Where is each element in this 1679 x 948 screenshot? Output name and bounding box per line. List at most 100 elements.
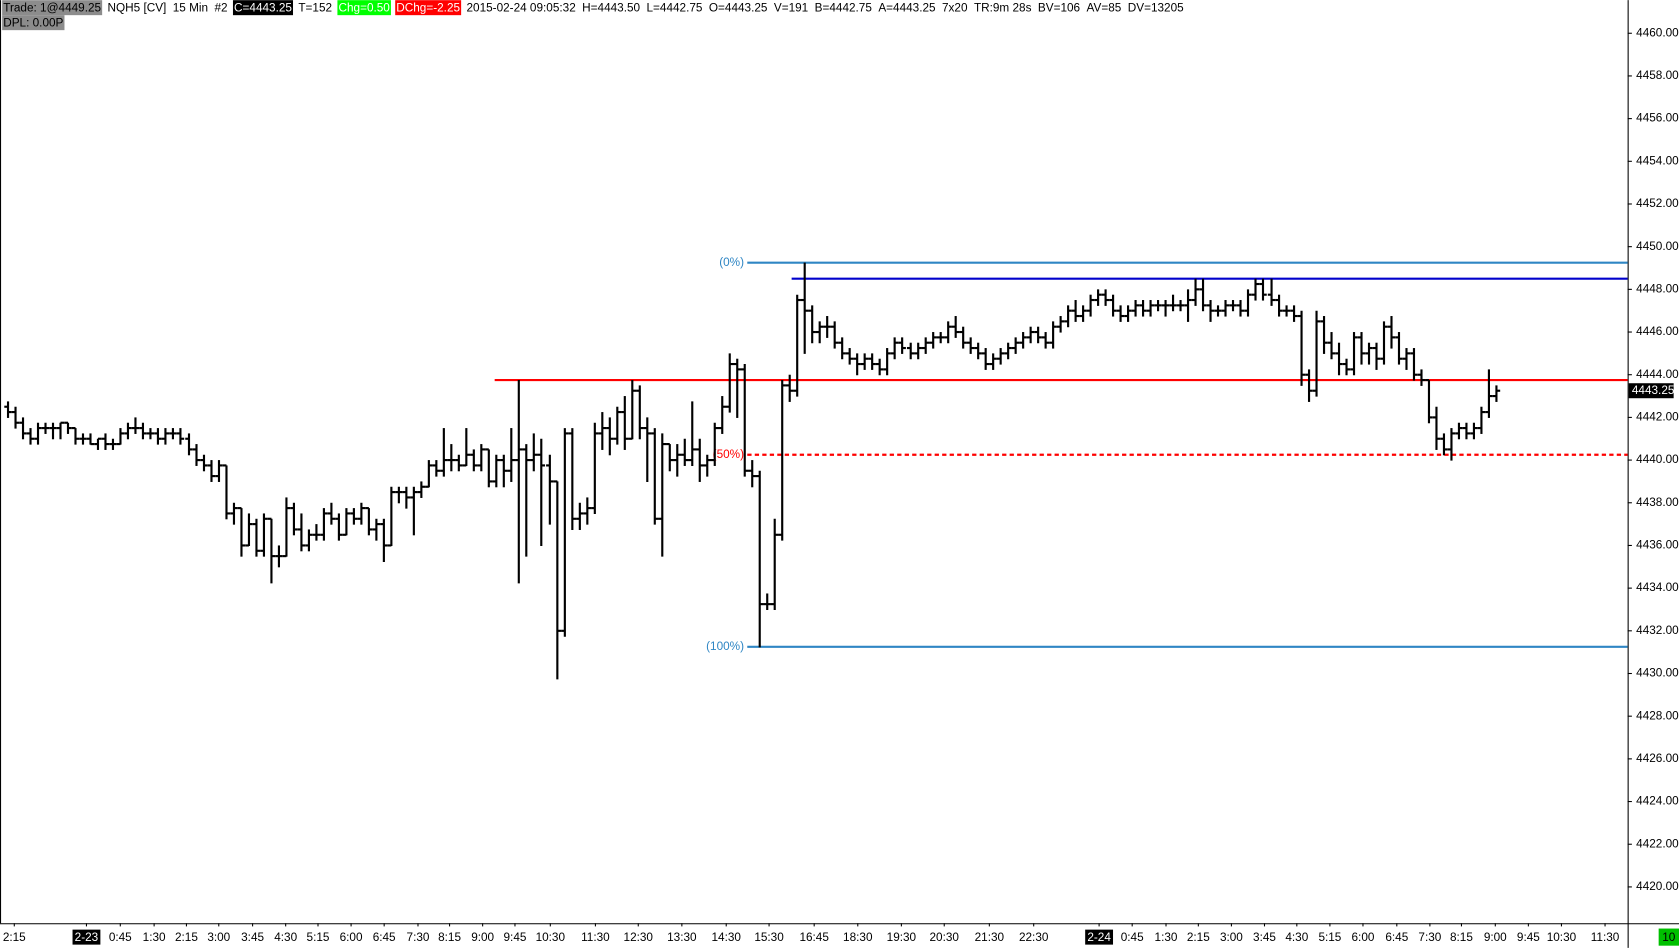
header-text: L=4442.75: [647, 1, 703, 14]
x-tick-label: 0:45: [1121, 931, 1144, 944]
x-tick-label: 13:30: [667, 931, 697, 944]
x-tick-label: 6:45: [373, 931, 396, 944]
y-tick-label: 4432.00: [1636, 624, 1679, 637]
x-tick-label: 2:15: [1187, 931, 1210, 944]
header-highlight: [337, 0, 391, 16]
x-tick-label: 10:30: [536, 931, 566, 944]
header-text: T=152: [298, 1, 332, 14]
level-label: (50%): [713, 448, 744, 461]
last-price-label: 4443.25: [1632, 384, 1675, 397]
y-tick-label: 4446.00: [1636, 325, 1679, 338]
header-text: 7x20: [942, 1, 968, 14]
x-tick-label: 8:15: [1450, 931, 1473, 944]
x-tick-label: 8:15: [438, 931, 461, 944]
y-tick-label: 4444.00: [1636, 368, 1679, 381]
x-tick-label: 7:30: [1418, 931, 1441, 944]
y-tick-label: 4438.00: [1636, 496, 1679, 509]
level-label: (0%): [719, 256, 744, 269]
y-tick-label: 4434.00: [1636, 581, 1679, 594]
x-tick-label: 4:30: [1285, 931, 1308, 944]
y-tick-label: 4428.00: [1636, 709, 1679, 722]
corner-label: 10: [1662, 931, 1676, 944]
x-tick-label: 5:15: [307, 931, 330, 944]
x-tick-label: 3:00: [1220, 931, 1243, 944]
header-text: AV=85: [1087, 1, 1122, 14]
header-text: DChg=-2.25: [396, 1, 460, 14]
header-highlight: [2, 0, 103, 16]
subheader-highlight: [2, 15, 65, 31]
y-tick-label: 4450.00: [1636, 240, 1679, 253]
y-tick-label: 4460.00: [1636, 26, 1679, 39]
x-tick-label: 9:00: [1484, 931, 1507, 944]
y-tick-label: 4426.00: [1636, 752, 1679, 765]
header-text: Chg=0.50: [338, 1, 390, 14]
x-tick-label: 0:45: [109, 931, 132, 944]
x-tick-label: 6:00: [340, 931, 363, 944]
x-tick-label: 6:45: [1385, 931, 1408, 944]
y-tick-label: 4420.00: [1636, 880, 1679, 893]
y-tick-label: 4442.00: [1636, 411, 1679, 424]
x-tick-label: 16:45: [799, 931, 829, 944]
x-tick-label: 19:30: [887, 931, 917, 944]
y-tick-label: 4422.00: [1636, 837, 1679, 850]
x-tick-label: 1:30: [1155, 931, 1178, 944]
x-tick-label: 11:30: [1591, 931, 1620, 944]
x-tick-label: 6:00: [1352, 931, 1375, 944]
x-tick-label: 15:30: [754, 931, 784, 944]
x-tick-label: 3:45: [241, 931, 264, 944]
y-tick-label: 4424.00: [1636, 795, 1679, 808]
last-price-box: [1628, 383, 1674, 399]
header-text: V=191: [774, 1, 808, 14]
x-tick-label: 9:45: [504, 931, 527, 944]
x-tick-label: 12:30: [624, 931, 654, 944]
x-date-highlight: [72, 929, 101, 945]
y-tick-label: 4456.00: [1636, 112, 1679, 125]
y-tick-label: 4440.00: [1636, 453, 1679, 466]
header-text: A=4443.25: [878, 1, 936, 14]
x-tick-label: 9:00: [471, 931, 494, 944]
header-text: #2: [215, 1, 228, 14]
header-text: BV=106: [1038, 1, 1081, 14]
y-tick-label: 4448.00: [1636, 282, 1679, 295]
x-tick-label: 7:30: [407, 931, 430, 944]
x-date-highlight: [1085, 929, 1114, 945]
header-text: H=4443.50: [582, 1, 640, 14]
header-highlight: [395, 0, 462, 16]
header-text: O=4443.25: [709, 1, 768, 14]
x-tick-label: 4:30: [274, 931, 297, 944]
x-tick-label: 2:15: [175, 931, 198, 944]
x-tick-label: 3:45: [1253, 931, 1276, 944]
header-text: Trade: 1@4449.25: [3, 1, 101, 14]
corner-box: [1658, 928, 1679, 946]
x-tick-label: 22:30: [1019, 931, 1049, 944]
x-tick-label: 20:30: [930, 931, 960, 944]
header-text: TR:9m 28s: [974, 1, 1032, 14]
x-tick-label: 14:30: [711, 931, 741, 944]
header-text: 15 Min: [173, 1, 208, 14]
header-text: DV=13205: [1128, 1, 1184, 14]
y-tick-label: 4454.00: [1636, 154, 1679, 167]
x-tick-label: 21:30: [975, 931, 1005, 944]
level-label: (100%): [706, 640, 744, 653]
header-text: NQH5 [CV]: [107, 1, 166, 14]
header-text: 2015-02-24 09:05:32: [466, 1, 575, 14]
x-tick-label: 2-23: [75, 931, 99, 944]
header-highlight: [232, 0, 294, 16]
header-text: B=4442.75: [815, 1, 873, 14]
x-tick-label: 2:15: [3, 931, 26, 944]
x-tick-label: 9:45: [1517, 931, 1540, 944]
subheader-text: DPL: 0.00P: [3, 16, 63, 29]
x-tick-label: 5:15: [1318, 931, 1341, 944]
x-tick-label: 10:30: [1547, 931, 1577, 944]
x-tick-label: 11:30: [581, 931, 610, 944]
x-tick-label: 3:00: [207, 931, 230, 944]
x-tick-label: 18:30: [843, 931, 873, 944]
header-text: C=4443.25: [234, 1, 292, 14]
y-tick-label: 4430.00: [1636, 667, 1679, 680]
y-tick-label: 4436.00: [1636, 539, 1679, 552]
y-tick-label: 4458.00: [1636, 69, 1679, 82]
x-tick-label: 1:30: [143, 931, 166, 944]
